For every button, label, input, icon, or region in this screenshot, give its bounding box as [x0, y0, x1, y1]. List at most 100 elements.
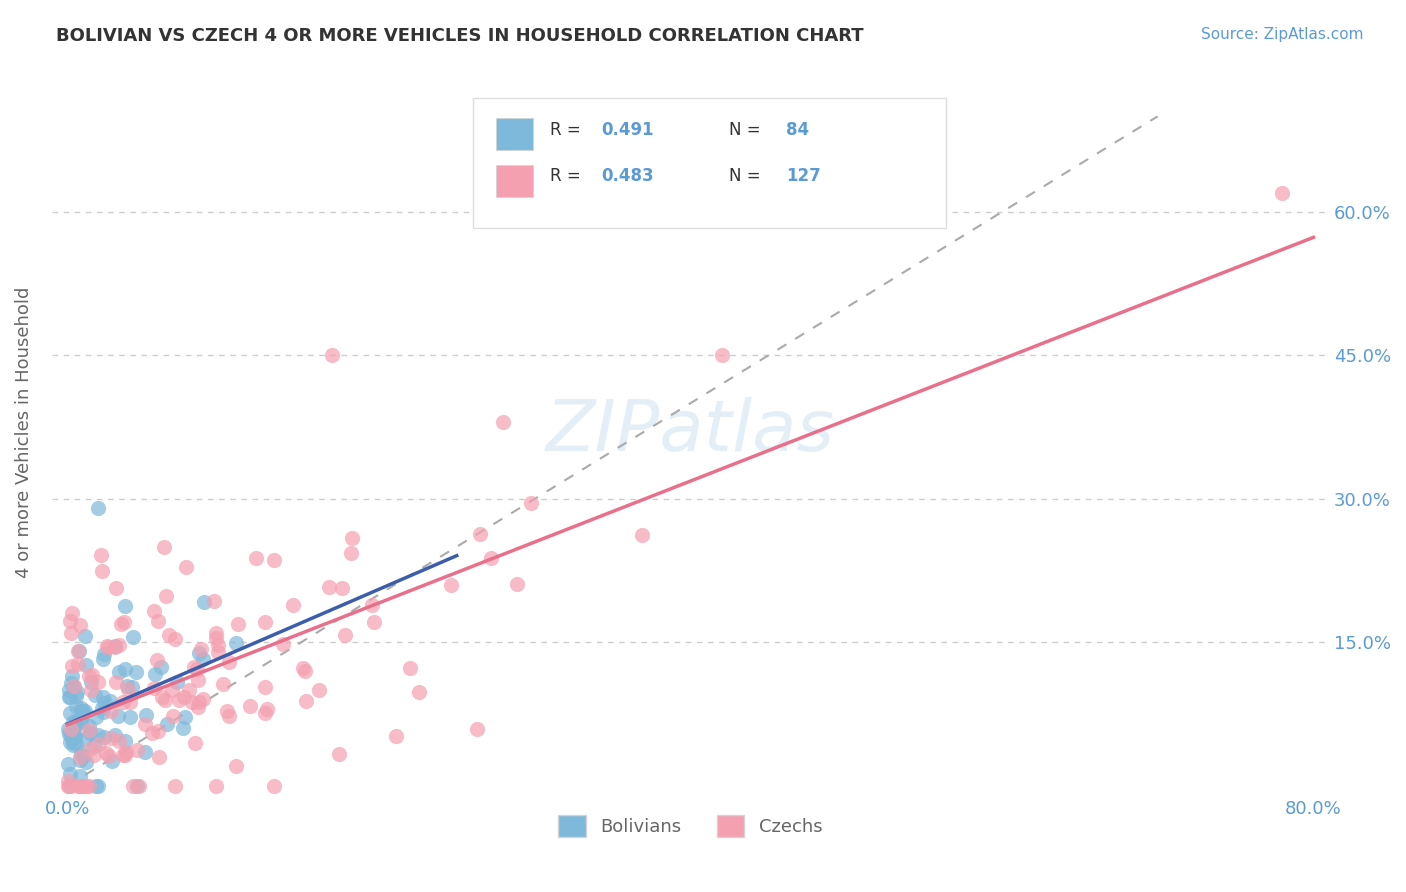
Point — [153, 693, 176, 707]
Point — [60, 626, 83, 640]
Point — [83, 739, 105, 753]
Point — [63, 679, 86, 693]
Point — [186, 662, 208, 676]
Point — [465, 722, 488, 736]
Point — [225, 759, 247, 773]
Point — [67, 779, 90, 793]
Point — [207, 645, 229, 659]
Point — [65, 699, 87, 714]
Point — [93, 647, 115, 661]
Point — [173, 709, 195, 723]
Point — [60, 732, 83, 747]
FancyBboxPatch shape — [496, 118, 533, 150]
Point — [110, 616, 132, 631]
Point — [205, 631, 228, 645]
Point — [63, 731, 86, 745]
Point — [79, 726, 101, 740]
Point — [172, 721, 194, 735]
Point — [77, 669, 100, 683]
Point — [143, 604, 166, 618]
Point — [101, 754, 124, 768]
Point — [308, 683, 330, 698]
Point — [121, 779, 143, 793]
Point — [135, 707, 157, 722]
Point — [145, 653, 167, 667]
Point — [271, 636, 294, 650]
Point — [100, 704, 122, 718]
Point — [204, 779, 226, 793]
Point — [59, 676, 82, 690]
Point — [149, 660, 172, 674]
Point — [75, 731, 97, 746]
Point — [245, 551, 267, 566]
Point — [97, 640, 120, 654]
Point — [342, 531, 364, 545]
Point — [80, 674, 103, 689]
Point — [91, 652, 114, 666]
Point — [60, 606, 83, 620]
Text: R =: R = — [550, 121, 586, 139]
Point — [104, 639, 127, 653]
Point — [143, 666, 166, 681]
Point — [73, 629, 96, 643]
Point — [69, 779, 91, 793]
Text: N =: N = — [728, 121, 766, 139]
Text: Source: ZipAtlas.com: Source: ZipAtlas.com — [1201, 27, 1364, 42]
Point — [187, 695, 209, 709]
Point — [91, 564, 114, 578]
Point — [56, 779, 79, 793]
Point — [321, 348, 343, 362]
Point — [155, 717, 177, 731]
Point — [59, 706, 82, 721]
Point — [150, 690, 173, 704]
Point — [93, 731, 115, 745]
Point — [1271, 186, 1294, 200]
Point — [160, 682, 183, 697]
Point — [492, 416, 515, 430]
Point — [256, 702, 278, 716]
Point — [79, 719, 101, 733]
Point — [69, 701, 91, 715]
Point — [65, 685, 87, 699]
Point — [148, 723, 170, 738]
Point — [73, 779, 96, 793]
Point — [399, 660, 422, 674]
Point — [115, 745, 138, 759]
FancyBboxPatch shape — [474, 97, 946, 228]
Text: ZIPatlas: ZIPatlas — [546, 398, 835, 467]
Point — [107, 665, 129, 680]
Point — [80, 668, 103, 682]
Point — [72, 748, 94, 763]
Point — [107, 733, 129, 747]
Point — [114, 615, 136, 629]
Point — [146, 614, 169, 628]
Text: BOLIVIAN VS CZECH 4 OR MORE VEHICLES IN HOUSEHOLD CORRELATION CHART: BOLIVIAN VS CZECH 4 OR MORE VEHICLES IN … — [56, 27, 863, 45]
Point — [63, 721, 86, 735]
Point — [117, 682, 139, 697]
Point — [239, 698, 262, 713]
Point — [228, 617, 250, 632]
Point — [295, 694, 318, 708]
Point — [79, 723, 101, 738]
Point — [211, 677, 233, 691]
Point — [87, 737, 110, 751]
Point — [408, 685, 430, 699]
Point — [104, 640, 127, 655]
Point — [157, 628, 180, 642]
Point — [58, 683, 80, 698]
Point — [79, 742, 101, 756]
Point — [91, 700, 114, 714]
Point — [187, 673, 209, 687]
Point — [332, 581, 354, 595]
Point — [69, 769, 91, 783]
Text: 0.483: 0.483 — [600, 167, 654, 186]
Point — [70, 711, 93, 725]
Point — [318, 580, 340, 594]
Point — [263, 779, 285, 793]
Point — [77, 779, 100, 793]
Point — [122, 630, 145, 644]
Point — [479, 550, 502, 565]
Point — [67, 643, 90, 657]
Point — [202, 594, 225, 608]
Y-axis label: 4 or more Vehicles in Household: 4 or more Vehicles in Household — [15, 286, 32, 578]
